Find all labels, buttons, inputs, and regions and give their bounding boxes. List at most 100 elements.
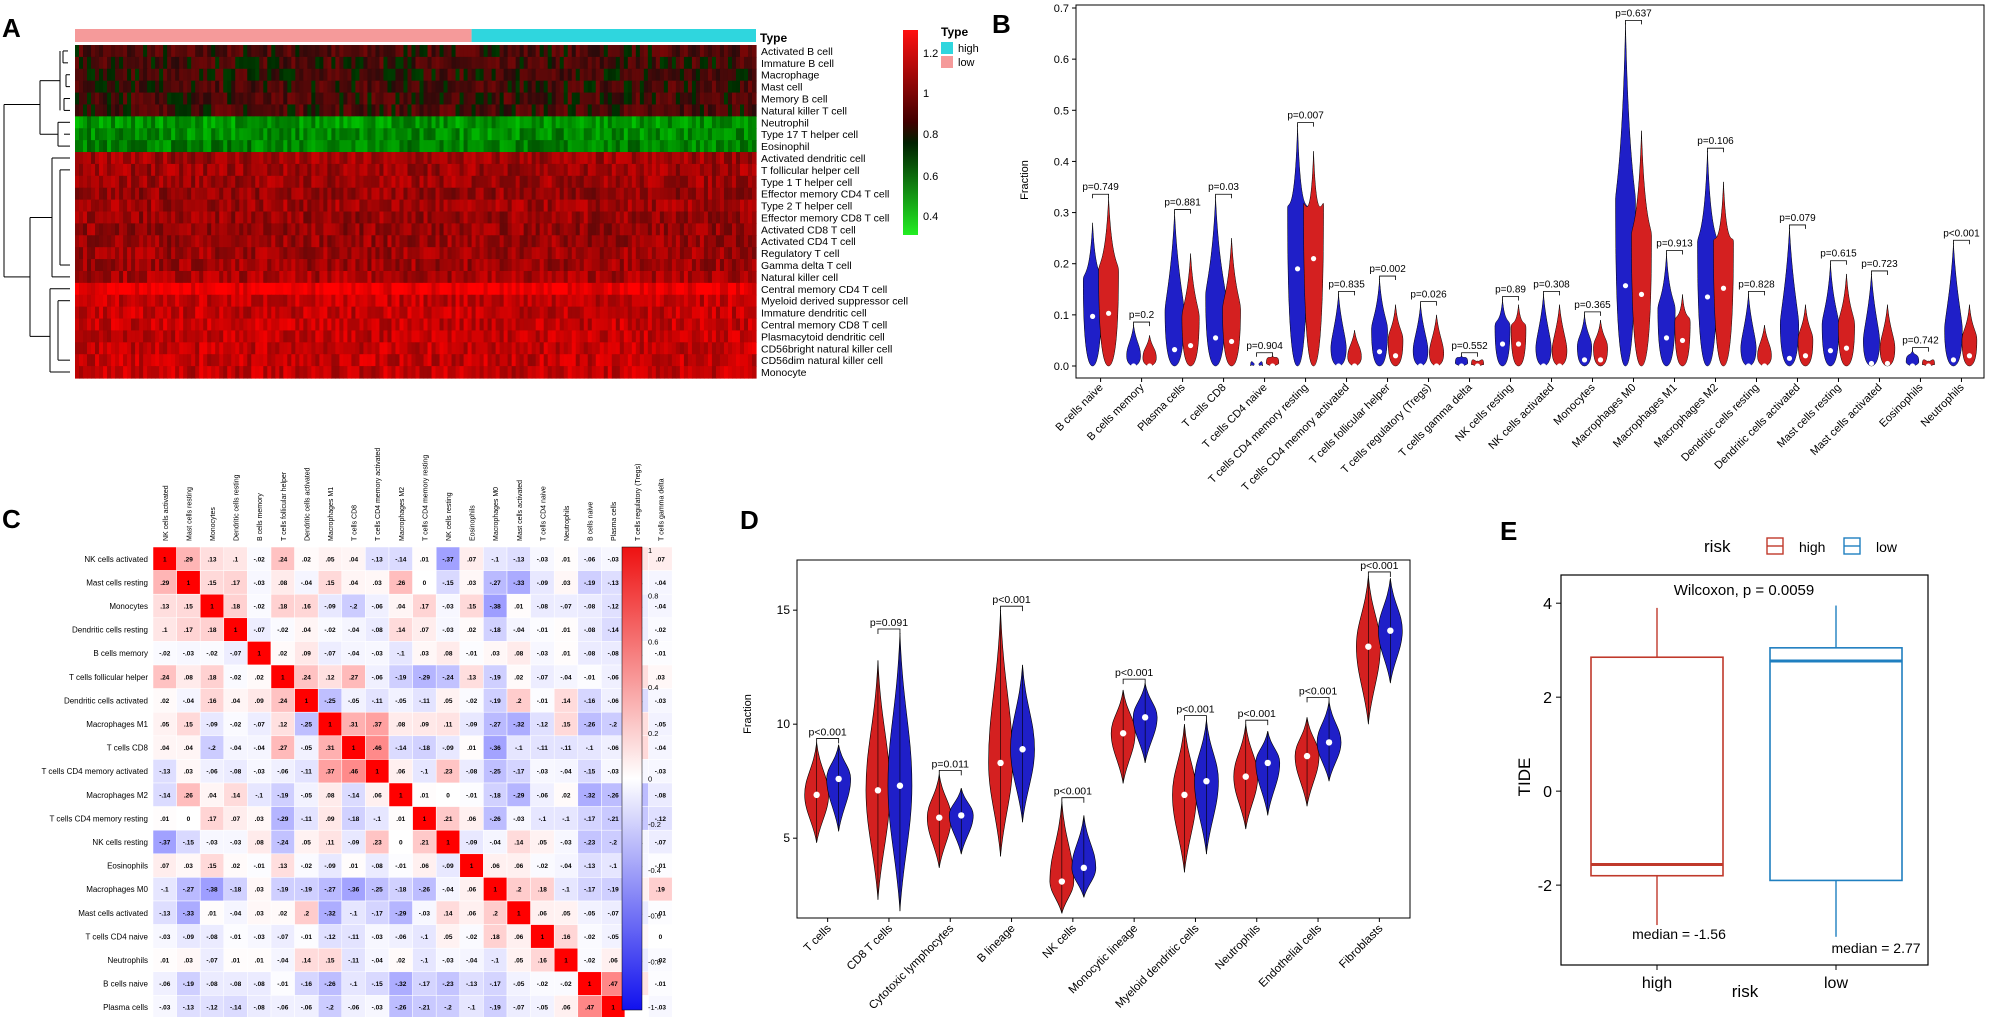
heatmap-cell (603, 282, 609, 296)
heatmap-cell (339, 211, 344, 224)
heatmap-cell (203, 259, 208, 272)
heatmap-cell (499, 92, 505, 106)
heatmap-cell (555, 68, 561, 82)
heatmap-cell (407, 68, 413, 82)
heatmap-cell (627, 187, 633, 201)
heatmap-cell (363, 92, 369, 106)
heatmap-cell (359, 235, 365, 248)
heatmap-cell (751, 116, 757, 129)
heatmap-cell (571, 270, 577, 284)
heatmap-cell (475, 152, 481, 165)
heatmap-cell (587, 306, 593, 320)
heatmap-cell (547, 92, 553, 106)
heatmap-cell (639, 282, 645, 296)
heatmap-cell (463, 330, 469, 343)
heatmap-cell (731, 354, 737, 367)
heatmap-cell (703, 80, 709, 94)
heatmap-cell (315, 175, 320, 189)
heatmap-cell (243, 92, 248, 106)
heatmap-cell (311, 187, 316, 201)
heatmap-cell (619, 163, 625, 177)
heatmap-cell (719, 354, 725, 367)
heatmap-cell (631, 330, 637, 343)
heatmap-cell (747, 306, 753, 320)
heatmap-cell (203, 318, 208, 332)
heatmap-cell (599, 366, 605, 379)
heatmap-cell (327, 45, 332, 58)
heatmap-cell (183, 187, 188, 201)
heatmap-cell (115, 282, 120, 296)
heatmap-cell (219, 140, 224, 153)
heatmap-cell (483, 175, 489, 189)
heatmap-cell (523, 330, 529, 343)
heatmap-cell (319, 128, 324, 141)
heatmap-cell (403, 128, 409, 141)
heatmap-cell (159, 306, 164, 320)
heatmap-cell (431, 116, 437, 129)
heatmap-cell (147, 199, 152, 213)
heatmap-cell (643, 116, 649, 129)
heatmap-cell (131, 270, 136, 284)
heatmap-cell (287, 163, 292, 177)
heatmap-cell (255, 282, 260, 296)
heatmap-cell (399, 294, 405, 308)
heatmap-cell (427, 306, 433, 320)
heatmap-cell (183, 330, 188, 343)
heatmap-cell (615, 342, 621, 355)
heatmap-cell (587, 235, 593, 248)
heatmap-cell (723, 68, 729, 82)
heatmap-cell (563, 68, 569, 82)
heatmap-cell (607, 306, 613, 320)
heatmap-cell (683, 235, 689, 248)
heatmap-cell (203, 152, 208, 165)
heatmap-cell (343, 80, 348, 94)
heatmap-cell (283, 56, 288, 70)
heatmap-cell (143, 354, 148, 367)
heatmap-cell (527, 104, 533, 117)
heatmap-cell (727, 187, 733, 201)
heatmap-cell (455, 175, 461, 189)
heatmap-cell (231, 235, 236, 248)
heatmap-cell (459, 330, 465, 343)
heatmap-cell (731, 342, 737, 355)
heatmap-cell (699, 104, 705, 117)
heatmap-cell (83, 163, 88, 177)
heatmap-cell (167, 175, 172, 189)
heatmap-cell (651, 342, 657, 355)
heatmap-cell (687, 116, 693, 129)
heatmap-cell (647, 270, 653, 284)
heatmap-cell (743, 330, 749, 343)
heatmap-cell (527, 306, 533, 320)
heatmap-cell (575, 294, 581, 308)
heatmap-cell (527, 199, 533, 213)
heatmap-cell (419, 318, 425, 332)
heatmap-cell (415, 140, 421, 153)
heatmap-cell (251, 163, 256, 177)
heatmap-cell (383, 282, 389, 296)
heatmap-cell (603, 140, 609, 153)
heatmap-cell (79, 92, 84, 106)
heatmap-cell (315, 282, 320, 296)
heatmap-cell (467, 128, 473, 141)
heatmap-cell (103, 152, 108, 165)
heatmap-cell (435, 199, 441, 213)
heatmap-cell (175, 282, 180, 296)
heatmap-cell (687, 68, 693, 82)
heatmap-cell (303, 68, 308, 82)
median-dot (1294, 266, 1301, 272)
heatmap-cell (295, 211, 300, 224)
heatmap-cell (243, 199, 248, 213)
heatmap-cell (679, 330, 685, 343)
heatmap-cell (267, 128, 272, 141)
heatmap-cell (727, 199, 733, 213)
heatmap-cell (619, 306, 625, 320)
heatmap-cell (291, 80, 296, 94)
heatmap-cell (315, 235, 320, 248)
heatmap-cell (311, 223, 316, 236)
heatmap-cell (615, 68, 621, 82)
heatmap-cell (739, 282, 745, 296)
heatmap-cell (387, 259, 393, 272)
heatmap-cell (563, 140, 569, 153)
heatmap-cell (163, 56, 168, 70)
heatmap-cell (587, 104, 593, 117)
